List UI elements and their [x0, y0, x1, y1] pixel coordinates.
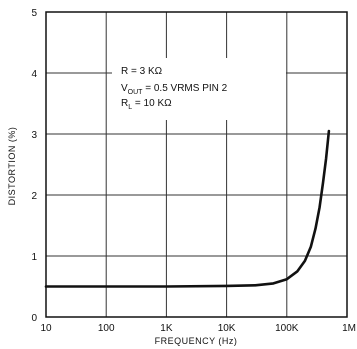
x-tick-label: 1K — [160, 323, 173, 334]
y-tick-label: 4 — [31, 69, 37, 80]
y-axis-title: DISTORTION (%) — [7, 127, 17, 206]
plot-frame — [45, 11, 348, 318]
x-tick-label: 100K — [275, 323, 299, 334]
annotation-box — [112, 58, 286, 120]
y-tick-label: 1 — [31, 252, 37, 263]
x-tick-label: 100 — [98, 323, 115, 334]
x-tick-label: 1M — [342, 323, 356, 334]
y-tick-labels: 0 1 2 3 4 5 — [31, 8, 37, 324]
series-layer — [44, 129, 331, 288]
series-line — [44, 129, 331, 288]
x-tick-label: 10K — [218, 323, 236, 334]
x-tick-labels: 10 100 1K 10K 100K 1M — [40, 323, 356, 334]
y-tick-label: 2 — [31, 191, 37, 202]
annotation-vout: VOUT = 0.5 VRMS PIN 2 — [121, 83, 228, 96]
y-tick-label: 5 — [31, 8, 37, 19]
annotation-rl: RL = 10 KΩ — [121, 98, 172, 111]
y-tick-label: 3 — [31, 130, 37, 141]
x-axis-title: FREQUENCY (Hz) — [155, 336, 238, 346]
x-tick-label: 10 — [40, 323, 52, 334]
y-tick-label: 0 — [31, 313, 37, 324]
grid-lines — [45, 11, 348, 318]
annotation-r: R = 3 KΩ — [121, 66, 163, 77]
